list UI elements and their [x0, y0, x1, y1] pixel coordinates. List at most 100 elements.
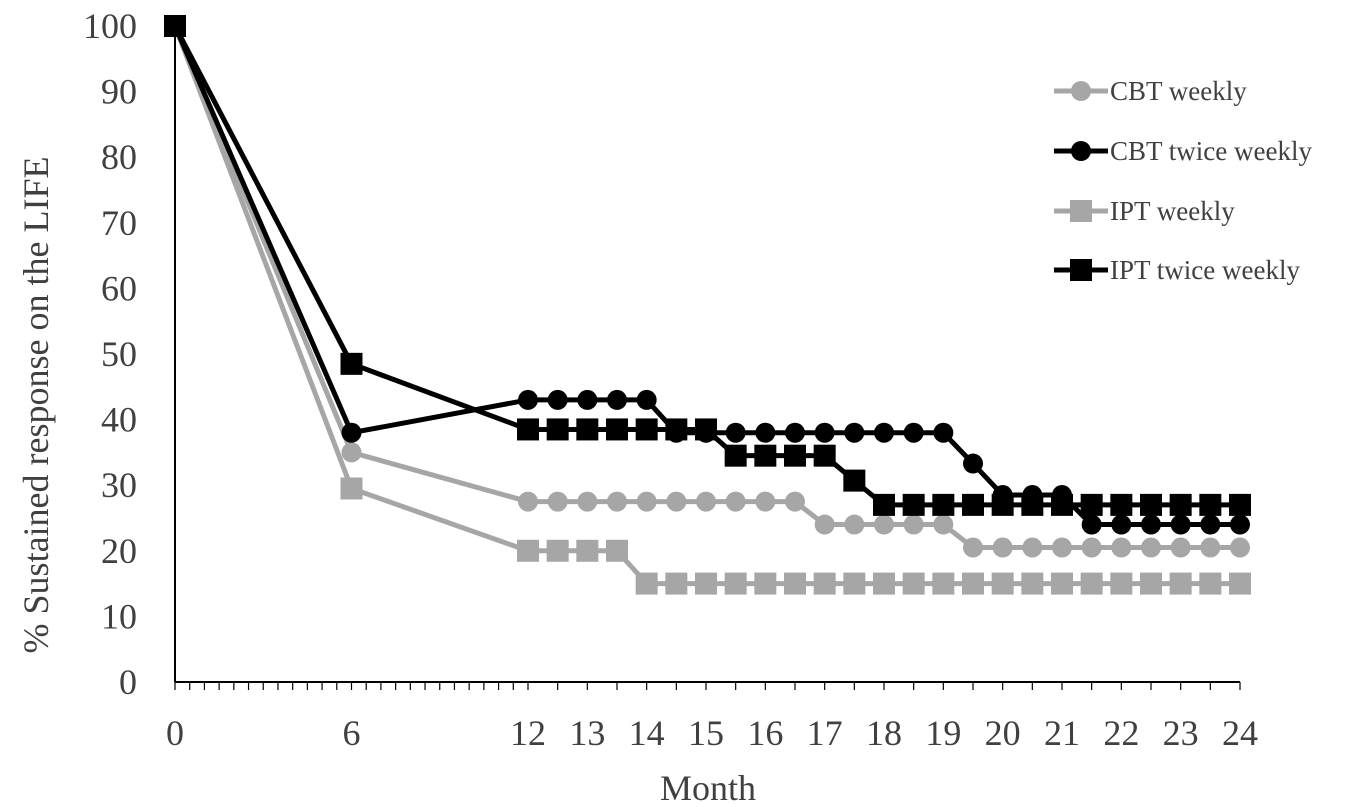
data-point: [576, 418, 599, 441]
data-point: [1141, 537, 1161, 558]
data-point: [754, 444, 777, 467]
data-point: [873, 572, 895, 595]
y-tick-label: 40: [101, 400, 137, 440]
data-point: [754, 572, 777, 595]
data-point: [164, 15, 186, 37]
y-tick-label: 0: [119, 662, 137, 702]
data-point: [546, 539, 569, 562]
data-point: [1141, 514, 1161, 535]
data-point: [932, 572, 955, 595]
y-tick-label: 10: [101, 596, 137, 636]
data-point: [1199, 493, 1222, 516]
series-cbt-weekly: [165, 16, 1250, 558]
legend-label: CBT weekly: [1110, 76, 1247, 106]
data-point: [665, 418, 688, 441]
x-tick-label: 6: [343, 713, 361, 753]
legend-item: CBT weekly: [1054, 76, 1247, 106]
data-point: [1080, 493, 1103, 516]
data-point: [902, 493, 925, 516]
data-point: [606, 539, 628, 562]
data-point: [785, 491, 805, 512]
data-point: [1021, 493, 1044, 516]
data-point: [844, 422, 865, 443]
y-tick-label: 50: [101, 334, 137, 374]
data-point: [814, 422, 835, 443]
data-point: [665, 572, 688, 595]
legend-item: IPT twice weekly: [1054, 255, 1300, 285]
data-point: [606, 418, 628, 441]
legend-label: IPT twice weekly: [1110, 255, 1300, 285]
data-point: [518, 389, 538, 410]
data-point: [992, 537, 1013, 558]
data-point: [991, 493, 1014, 516]
data-point: [933, 422, 954, 443]
data-point: [340, 477, 363, 500]
x-tick-label: 23: [1163, 713, 1199, 753]
data-point: [813, 444, 836, 467]
x-tick-label: 12: [510, 713, 546, 753]
data-point: [341, 442, 362, 463]
data-point: [902, 572, 925, 595]
data-point: [517, 418, 539, 441]
data-point: [547, 389, 568, 410]
data-point: [874, 514, 894, 535]
data-point: [991, 572, 1014, 595]
data-point: [636, 491, 657, 512]
data-point: [843, 469, 866, 492]
x-tick-label: 14: [629, 713, 665, 753]
data-point: [784, 572, 806, 595]
data-point: [695, 418, 717, 441]
x-tick-label: 17: [807, 713, 843, 753]
data-point: [785, 422, 805, 443]
y-tick-label: 70: [101, 203, 137, 243]
data-point: [636, 389, 657, 410]
x-tick-label: 21: [1044, 713, 1080, 753]
data-point: [962, 572, 984, 595]
data-point: [933, 514, 954, 535]
x-tick-label: 22: [1103, 713, 1139, 753]
series-layer: [164, 15, 1251, 595]
legend-marker: [1071, 141, 1091, 161]
data-point: [695, 572, 717, 595]
x-tick-label: 15: [688, 713, 724, 753]
data-point: [1170, 537, 1191, 558]
data-point: [607, 491, 627, 512]
data-point: [755, 491, 776, 512]
data-point: [635, 572, 658, 595]
data-point: [1080, 572, 1103, 595]
data-point: [1022, 537, 1043, 558]
data-point: [1051, 493, 1073, 516]
x-axis-title: Month: [660, 768, 756, 807]
data-point: [963, 453, 983, 474]
data-point: [1081, 537, 1102, 558]
x-tick-label: 18: [866, 713, 902, 753]
data-point: [518, 491, 538, 512]
data-point: [517, 539, 539, 562]
legend-label: IPT weekly: [1110, 196, 1235, 226]
data-point: [843, 572, 866, 595]
series-ipt-twice-weekly: [164, 15, 1251, 516]
data-point: [724, 572, 747, 595]
y-axis-title: % Sustained response on the LIFE: [16, 157, 56, 654]
data-point: [1052, 537, 1072, 558]
data-point: [696, 491, 716, 512]
y-tick-label: 20: [101, 531, 137, 571]
data-point: [1110, 572, 1133, 595]
data-point: [963, 537, 983, 558]
data-point: [1229, 572, 1251, 595]
data-point: [1200, 537, 1221, 558]
data-point: [1051, 572, 1073, 595]
data-point: [577, 491, 598, 512]
legend-label: CBT twice weekly: [1110, 136, 1312, 166]
chart-legend: CBT weekly CBT twice weekly IPT weekly IPT …: [1054, 76, 1312, 285]
y-tick-label: 80: [101, 137, 137, 177]
data-point: [1110, 493, 1133, 516]
data-point: [340, 352, 363, 375]
data-point: [1229, 493, 1251, 516]
legend-item: CBT twice weekly: [1054, 136, 1312, 166]
y-tick-label: 90: [101, 72, 137, 112]
legend-marker: [1070, 200, 1092, 222]
x-tick-label: 0: [166, 713, 184, 753]
y-tick-label: 30: [101, 465, 137, 505]
data-point: [1199, 572, 1222, 595]
